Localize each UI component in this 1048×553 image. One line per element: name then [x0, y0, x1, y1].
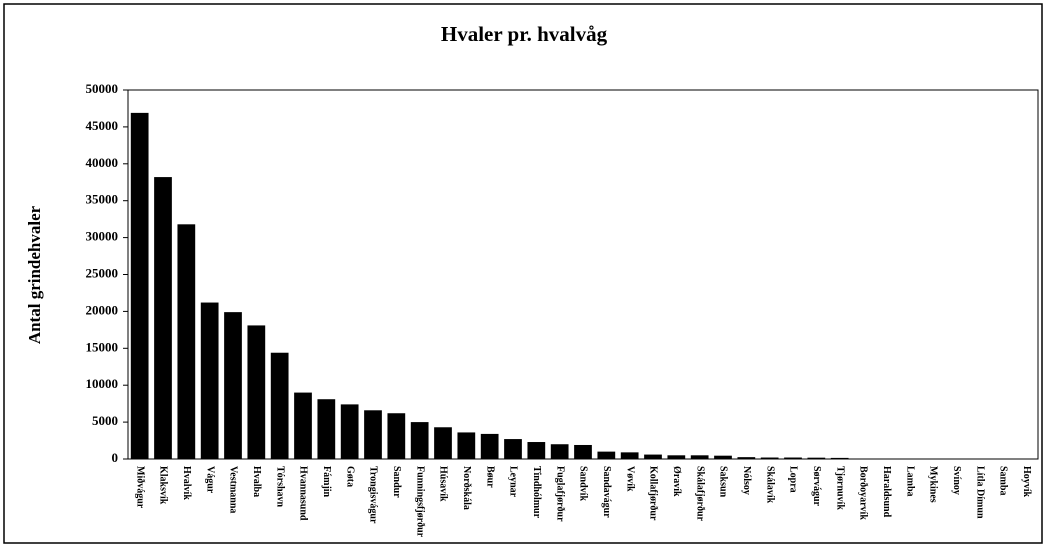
y-tick-label: 50000: [86, 81, 119, 96]
bar: [201, 303, 219, 459]
chart-title: Hvaler pr. hvalvåg: [441, 22, 608, 46]
x-tick-label: Klaksvík: [158, 466, 169, 505]
bar: [574, 445, 592, 459]
y-tick-label: 30000: [86, 229, 119, 244]
x-tick-label: Vøvík: [624, 466, 635, 492]
y-tick-label: 20000: [86, 302, 119, 317]
x-tick-label: Tórshavn: [274, 466, 285, 508]
x-tick-label: Gøta: [344, 466, 355, 487]
bar: [341, 404, 359, 459]
bar: [667, 455, 685, 459]
bar: [131, 113, 149, 459]
bar: [831, 458, 849, 459]
x-tick-label: Húsavík: [438, 466, 449, 502]
bar: [457, 432, 475, 459]
x-tick-label: Haraldsund: [881, 466, 892, 518]
y-tick-label: 5000: [92, 413, 118, 428]
x-tick-label: Skálavík: [764, 466, 775, 504]
x-tick-label: Hvalba: [251, 466, 262, 497]
x-tick-label: Borðoyarvík: [858, 466, 869, 520]
bar: [621, 452, 639, 459]
x-tick-label: Sandvík: [578, 466, 589, 501]
x-tick-label: Hvalvík: [181, 466, 192, 500]
bar: [434, 427, 452, 459]
x-tick-label: Leynar: [508, 466, 519, 498]
bar: [247, 325, 265, 459]
y-tick-label: 15000: [86, 339, 119, 354]
bar: [691, 455, 709, 459]
x-tick-label: Sørvágur: [811, 466, 822, 507]
bar: [364, 410, 382, 459]
bar: [551, 444, 569, 459]
bar: [807, 458, 825, 459]
x-tick-label: Lamba: [904, 466, 915, 497]
x-tick-label: Trongisvágur: [368, 466, 379, 524]
bar: [784, 458, 802, 459]
x-tick-label: Sandavágur: [601, 466, 612, 518]
bar: [737, 457, 755, 459]
bar: [527, 442, 545, 459]
x-tick-label: Vágur: [204, 466, 215, 494]
bar: [294, 393, 312, 459]
bar: [317, 399, 335, 459]
x-tick-label: Miðvágur: [134, 466, 145, 509]
bar: [271, 353, 289, 459]
y-tick-label: 45000: [86, 118, 119, 133]
x-tick-label: Øravík: [671, 466, 682, 497]
bar: [714, 456, 732, 459]
x-tick-label: Hoyvík: [1021, 466, 1032, 498]
y-tick-label: 0: [112, 450, 119, 465]
bar: [504, 439, 522, 459]
bar: [411, 422, 429, 459]
y-tick-label: 25000: [86, 265, 119, 280]
x-tick-label: Vestmanna: [228, 466, 239, 513]
x-tick-label: Fámjin: [321, 466, 332, 498]
x-tick-label: Nólsoy: [741, 466, 752, 495]
x-tick-label: Tjørnuvík: [834, 466, 845, 510]
x-tick-label: Samba: [998, 466, 1009, 495]
x-tick-label: Saksun: [718, 466, 729, 498]
x-tick-label: Funningsfjørður: [414, 466, 425, 538]
bar: [761, 458, 779, 459]
bar: [597, 452, 615, 459]
x-tick-label: Svínoy: [951, 466, 962, 495]
x-tick-label: Tindhólmur: [531, 466, 542, 519]
bar: [154, 177, 172, 459]
y-axis-label: Antal grindehvaler: [25, 205, 44, 344]
x-tick-label: Fuglafjørður: [554, 466, 565, 522]
x-tick-label: Lopra: [788, 466, 799, 493]
x-tick-label: Sandur: [391, 466, 402, 498]
bar: [644, 455, 662, 459]
x-tick-label: Mykines: [928, 466, 939, 503]
x-tick-label: Kollafjørður: [648, 466, 659, 521]
bar: [224, 312, 242, 459]
x-tick-label: Bøur: [484, 466, 495, 488]
y-tick-label: 40000: [86, 155, 119, 170]
bar: [387, 413, 405, 459]
bar: [481, 434, 499, 459]
x-tick-label: Lítla Dímun: [974, 466, 985, 519]
x-tick-label: Hvannasund: [298, 466, 309, 521]
x-tick-label: Skálafjørður: [694, 466, 705, 522]
x-tick-label: Norðskála: [461, 466, 472, 510]
y-tick-label: 10000: [86, 376, 119, 391]
bar: [177, 224, 195, 459]
y-tick-label: 35000: [86, 192, 119, 207]
